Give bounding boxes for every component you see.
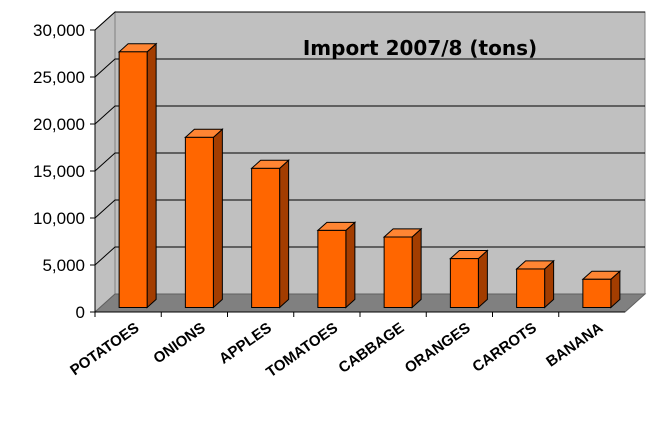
x-tick-label: APPLES	[216, 319, 275, 367]
bar-side	[279, 159, 290, 309]
bar	[184, 128, 224, 309]
x-tick-label: POTATOES	[67, 319, 142, 379]
bar-side	[477, 249, 488, 309]
x-tick-label: TOMATOES	[263, 319, 341, 381]
bar-front	[118, 51, 148, 308]
y-tick-label: 25,000	[33, 68, 85, 87]
y-tick-label: 5,000	[42, 256, 85, 275]
x-tick-label: BANANA	[543, 319, 606, 370]
bar-front	[317, 229, 347, 308]
bar	[382, 227, 423, 309]
grid-line	[94, 11, 645, 31]
y-tick-label: 15,000	[33, 162, 85, 181]
bar	[449, 249, 489, 309]
x-tick-label: ONIONS	[150, 319, 208, 367]
bar-front	[184, 136, 214, 308]
plot-area	[93, 10, 647, 314]
bar	[581, 270, 622, 309]
bar-side	[146, 42, 157, 309]
bar	[316, 221, 357, 309]
x-tick-label: CARROTS	[469, 319, 540, 375]
bar-side	[345, 221, 356, 309]
y-tick-label: 10,000	[33, 209, 85, 228]
bar-front	[251, 167, 281, 308]
bar-side	[212, 128, 223, 309]
bar-front	[582, 278, 612, 308]
bar-front	[516, 268, 546, 308]
bar	[515, 259, 555, 309]
bar	[250, 159, 290, 309]
y-tick-label: 20,000	[33, 115, 85, 134]
x-tick-label: ORANGES	[402, 319, 474, 376]
bar-side	[411, 227, 422, 309]
grid-line	[94, 105, 645, 125]
bar	[117, 42, 158, 309]
floor	[93, 293, 647, 313]
x-tick-label: CABBAGE	[336, 319, 408, 376]
bar-front	[449, 258, 479, 308]
chart-title: Import 2007/8 (tons)	[303, 36, 537, 60]
grid-line	[94, 58, 645, 78]
bar-front	[383, 236, 413, 308]
grid-line	[94, 152, 645, 172]
y-tick-label: 0	[76, 303, 85, 322]
grid-line	[94, 199, 645, 219]
y-tick-label: 30,000	[33, 21, 85, 40]
grid-line	[94, 246, 645, 266]
